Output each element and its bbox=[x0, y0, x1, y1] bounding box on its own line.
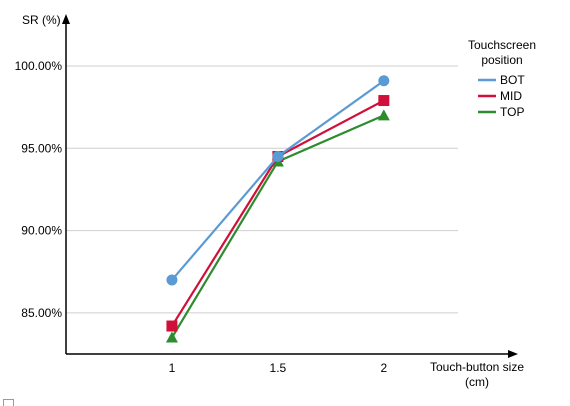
y-tick-label: 90.00% bbox=[21, 224, 62, 238]
legend-title-line2: position bbox=[481, 53, 522, 67]
y-tick-label: 95.00% bbox=[21, 141, 62, 155]
data-point bbox=[378, 75, 390, 87]
legend-item: TOP bbox=[478, 105, 524, 119]
series-top bbox=[165, 109, 390, 343]
x-tick-label: 1.5 bbox=[270, 361, 287, 375]
x-tick-label: 2 bbox=[380, 361, 387, 375]
legend-items: BOT MID TOP bbox=[478, 73, 525, 119]
y-axis-arrow bbox=[62, 14, 70, 24]
legend-label: MID bbox=[500, 89, 522, 103]
legend-label: TOP bbox=[500, 105, 524, 119]
legend-item: BOT bbox=[478, 73, 525, 87]
series bbox=[165, 75, 390, 343]
series-mid bbox=[166, 95, 390, 332]
gridlines bbox=[66, 65, 458, 314]
x-axis-arrow bbox=[508, 350, 518, 358]
legend: Touchscreen position BOT MID TOP bbox=[468, 38, 536, 119]
x-axis-title-line2: (cm) bbox=[465, 375, 489, 389]
data-point bbox=[166, 274, 178, 286]
series-bot bbox=[166, 75, 390, 286]
legend-label: BOT bbox=[500, 73, 525, 87]
y-axis-title: SR (%) bbox=[22, 13, 61, 27]
data-point bbox=[377, 109, 390, 121]
data-point bbox=[378, 95, 390, 107]
x-tick-label: 1 bbox=[169, 361, 176, 375]
data-point bbox=[165, 331, 178, 343]
series-line bbox=[171, 99, 385, 327]
axes bbox=[62, 14, 518, 358]
data-point bbox=[166, 320, 178, 332]
y-tick-labels: 85.00% 90.00% 95.00% 100.00% bbox=[15, 59, 63, 320]
legend-item: MID bbox=[478, 89, 522, 103]
data-point bbox=[272, 151, 284, 162]
x-tick-labels: 1 1.5 2 bbox=[169, 361, 388, 375]
y-tick-label: 85.00% bbox=[21, 306, 62, 320]
x-axis-title-line1: Touch-button size bbox=[430, 360, 524, 374]
corner-box bbox=[3, 399, 14, 406]
series-line bbox=[171, 79, 385, 281]
legend-title-line1: Touchscreen bbox=[468, 38, 536, 52]
y-tick-label: 100.00% bbox=[15, 59, 63, 73]
